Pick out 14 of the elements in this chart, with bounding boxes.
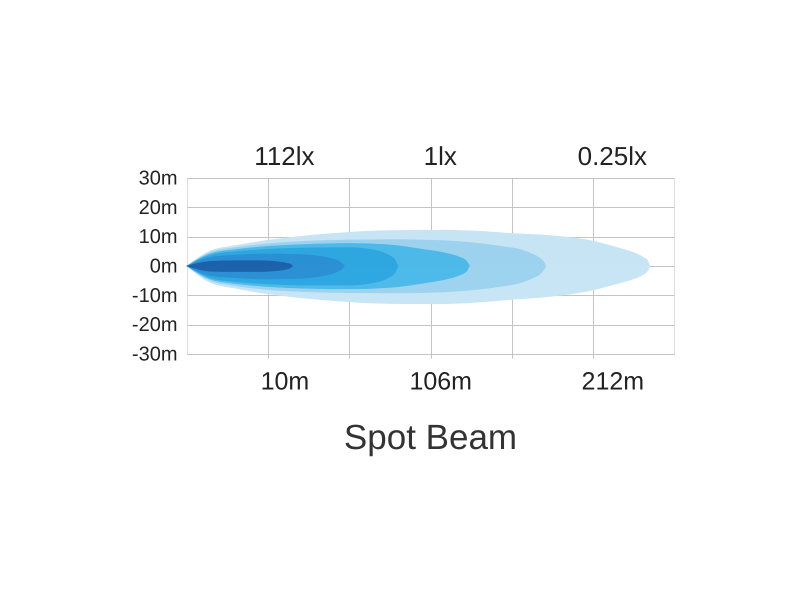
x-tick-label: 106m [409, 368, 472, 396]
y-tick-label: 30m [138, 168, 178, 190]
y-tick-label: 0m [150, 256, 178, 278]
x-tick-label: 10m [260, 368, 310, 396]
x-tick-label: 212m [582, 368, 644, 396]
y-tick-label: 10m [138, 226, 178, 248]
text: 0.25lx [578, 141, 648, 171]
y-tick-label: -10m [132, 284, 178, 307]
y-tick-label: -20m [132, 314, 178, 336]
y-tick-label: -30m [132, 344, 178, 366]
text: 1lx [424, 141, 457, 171]
text: 112lx [254, 141, 315, 171]
text: Spot Beam [344, 418, 518, 457]
y-tick-label: 20m [138, 196, 178, 219]
